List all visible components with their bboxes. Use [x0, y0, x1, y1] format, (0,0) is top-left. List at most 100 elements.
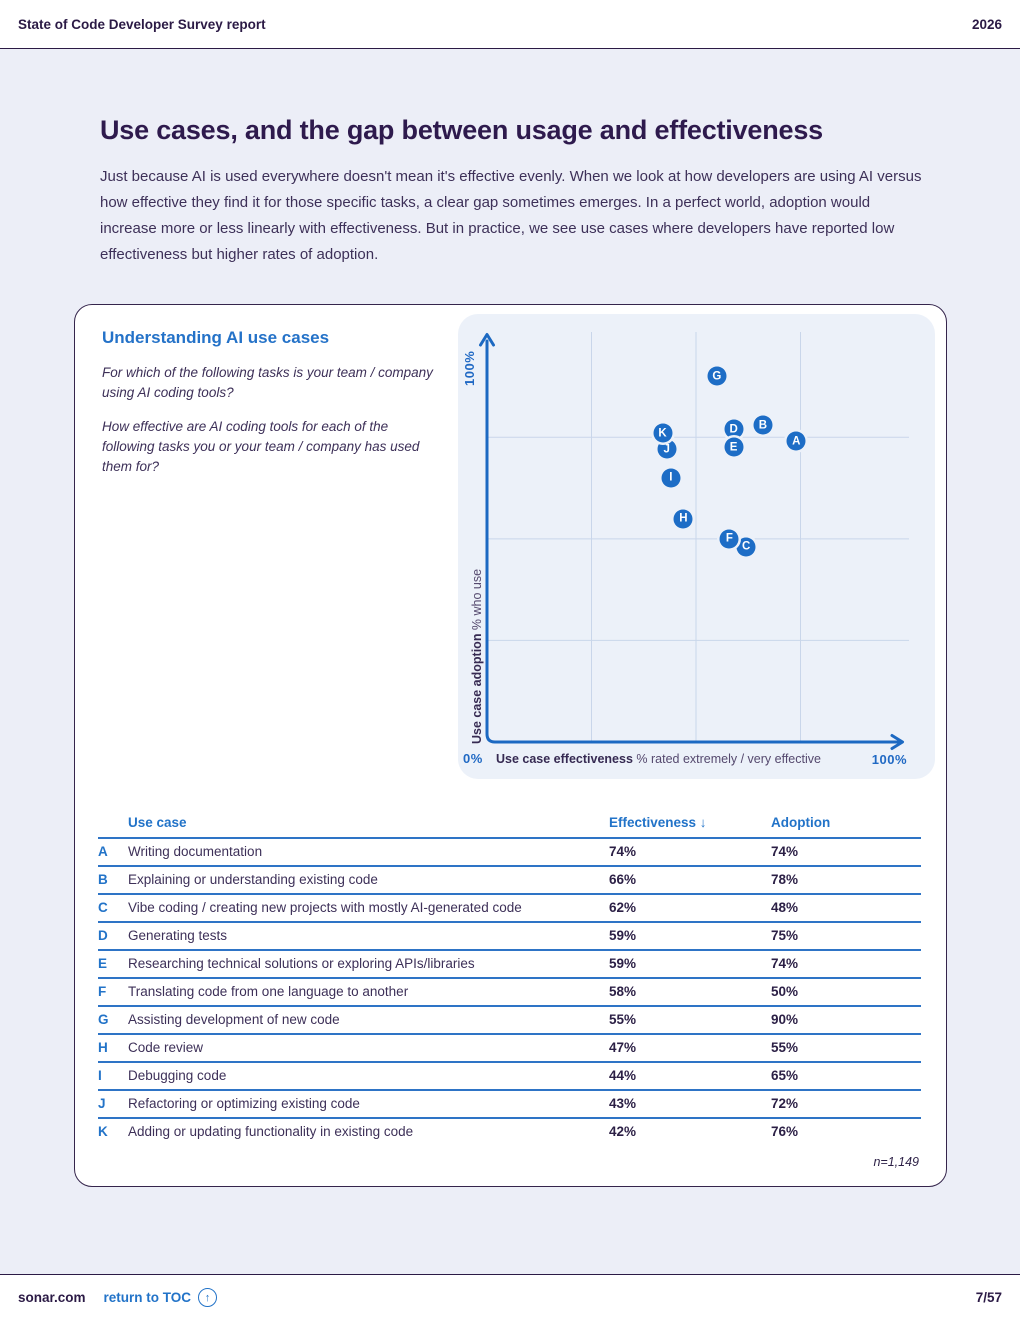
table-row-J: J Refactoring or optimizing existing code… — [98, 1090, 921, 1118]
chart-point-C: C — [736, 537, 756, 557]
card-heading: Understanding AI use cases — [102, 328, 330, 347]
x-axis-title-rest: % rated extremely / very effective — [636, 752, 821, 766]
report-footer: sonar.com return to TOC ↑ 7/57 — [0, 1274, 1020, 1320]
row-adoption: 74% — [771, 844, 799, 859]
row-letter: G — [98, 1012, 109, 1027]
row-use-case: Adding or updating functionality in exis… — [128, 1124, 414, 1139]
row-effectiveness: 44% — [609, 1068, 637, 1083]
y-axis-max-label: 100% — [462, 350, 477, 386]
row-use-case: Writing documentation — [128, 844, 263, 859]
table-row-B: B Explaining or understanding existing co… — [98, 866, 921, 894]
row-effectiveness: 43% — [609, 1096, 637, 1111]
use-cases-card: Understanding AI use cases For which of … — [74, 304, 947, 1187]
header-effectiveness: Effectiveness ↓ — [609, 815, 707, 830]
x-axis-title-bold: Use case effectiveness — [496, 752, 633, 766]
table-row-A: A Writing documentation 74% 74% — [98, 838, 921, 866]
row-letter: K — [98, 1124, 108, 1139]
row-effectiveness: 62% — [609, 900, 637, 915]
table-row-K: K Adding or updating functionality in exi… — [98, 1118, 921, 1145]
table-row-D: D Generating tests 59% 75% — [98, 922, 921, 950]
page-title: Use cases, and the gap between usage and… — [100, 115, 823, 145]
footer-left: sonar.com return to TOC ↑ — [18, 1288, 218, 1307]
report-year: 2026 — [971, 16, 1002, 32]
return-to-toc-link[interactable]: return to TOC ↑ — [104, 1288, 218, 1307]
row-effectiveness: 74% — [609, 844, 637, 859]
row-adoption: 72% — [771, 1096, 799, 1111]
row-adoption: 78% — [771, 872, 799, 887]
intro-paragraph: Just because AI is used everywhere doesn… — [100, 168, 922, 263]
up-arrow-glyph: ↑ — [204, 1291, 211, 1304]
row-adoption: 74% — [771, 956, 799, 971]
row-use-case: Generating tests — [128, 928, 228, 943]
header-adoption: Adoption — [771, 815, 831, 830]
table-row-E: E Researching technical solutions or expl… — [98, 950, 921, 978]
x-axis-title: Use case effectiveness % rated extremely… — [496, 752, 821, 766]
row-use-case: Refactoring or optimizing existing code — [128, 1096, 360, 1111]
row-effectiveness: 42% — [609, 1124, 637, 1139]
table-row-G: G Assisting development of new code 55% 90% — [98, 1006, 921, 1034]
use-case-table: Use case Effectiveness ↓ Adoption A Writi… — [98, 810, 921, 1145]
page-body: Use cases, and the gap between usage and… — [0, 49, 1020, 1274]
site-link[interactable]: sonar.com — [18, 1290, 86, 1305]
row-letter: E — [98, 956, 108, 971]
chart-point-K: K — [653, 423, 673, 443]
row-use-case: Explaining or understanding existing cod… — [128, 872, 378, 887]
chart-point-J: J — [657, 439, 677, 459]
row-effectiveness: 55% — [609, 1012, 637, 1027]
row-adoption: 55% — [771, 1040, 799, 1055]
row-effectiveness: 58% — [609, 984, 637, 999]
chart-point-H: H — [673, 509, 693, 529]
chart-axes-grid — [479, 332, 909, 750]
table-row-C: C Vibe coding / creating new projects wit… — [98, 894, 921, 922]
up-arrow-icon: ↑ — [198, 1288, 218, 1307]
header-use-case: Use case — [128, 815, 187, 830]
row-letter: B — [98, 872, 108, 887]
chart-point-F: F — [719, 529, 739, 549]
survey-question-1: For which of the following tasks is your… — [102, 365, 433, 400]
row-use-case: Debugging code — [128, 1068, 227, 1083]
row-letter: C — [98, 900, 108, 915]
row-adoption: 50% — [771, 984, 799, 999]
sample-size-note: n=1,149 — [873, 1155, 919, 1169]
row-adoption: 65% — [771, 1068, 799, 1083]
report-title: State of Code Developer Survey report — [18, 16, 266, 32]
card-top: Understanding AI use cases For which of … — [75, 305, 946, 779]
row-use-case: Vibe coding / creating new projects with… — [128, 900, 522, 915]
table-header-row: Use case Effectiveness ↓ Adoption — [98, 810, 921, 838]
return-to-toc-label: return to TOC — [103, 1290, 192, 1305]
row-effectiveness: 59% — [609, 928, 637, 943]
header-letter-col — [98, 810, 128, 838]
row-use-case: Translating code from one language to an… — [128, 984, 409, 999]
table-row-F: F Translating code from one language to a… — [98, 978, 921, 1006]
row-letter: H — [98, 1040, 108, 1055]
row-adoption: 48% — [771, 900, 799, 915]
chart-point-G: G — [707, 366, 727, 386]
y-axis-title-bold: Use case adoption — [470, 633, 484, 744]
chart-point-I: I — [661, 468, 681, 488]
row-letter: F — [98, 984, 107, 999]
card-intro: Understanding AI use cases For which of … — [75, 305, 458, 779]
row-adoption: 76% — [771, 1124, 799, 1139]
table-row-I: I Debugging code 44% 65% — [98, 1062, 921, 1090]
chart-point-B: B — [753, 415, 773, 435]
row-use-case: Assisting development of new code — [128, 1012, 340, 1027]
row-effectiveness: 59% — [609, 956, 637, 971]
report-header: State of Code Developer Survey report 20… — [0, 0, 1020, 49]
survey-question-2: How effective are AI coding tools for ea… — [102, 419, 420, 474]
row-letter: J — [98, 1096, 106, 1111]
row-letter: I — [98, 1068, 102, 1083]
chart-point-E: E — [724, 437, 744, 457]
row-adoption: 90% — [771, 1012, 799, 1027]
row-effectiveness: 47% — [609, 1040, 637, 1055]
row-effectiveness: 66% — [609, 872, 637, 887]
row-letter: A — [98, 844, 108, 859]
row-use-case: Researching technical solutions or explo… — [128, 956, 475, 971]
y-axis-title: Use case adoption % who use — [470, 569, 484, 744]
y-axis-title-rest: % who use — [470, 568, 484, 631]
chart-point-A: A — [786, 431, 806, 451]
chart-point-D: D — [724, 419, 744, 439]
row-letter: D — [98, 928, 108, 943]
